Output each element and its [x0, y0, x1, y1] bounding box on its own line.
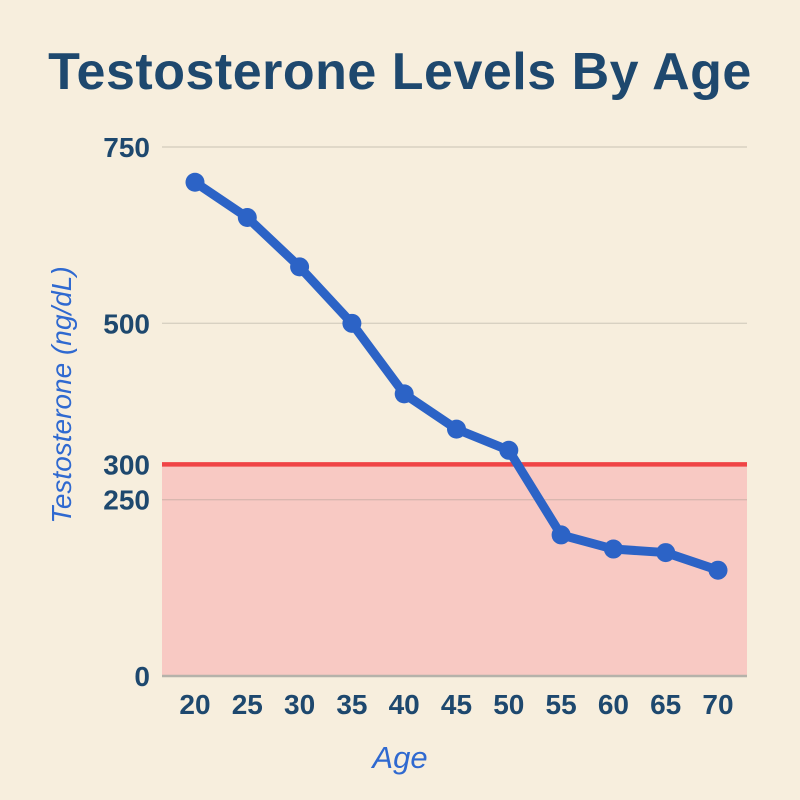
x-tick-label: 50 [493, 689, 524, 720]
data-point [603, 539, 623, 559]
x-tick-label: 30 [284, 689, 315, 720]
y-tick-label: 0 [134, 661, 150, 692]
x-tick-label: 65 [650, 689, 681, 720]
y-tick-label: 500 [103, 308, 150, 339]
threshold-region [162, 464, 747, 676]
x-tick-label: 35 [336, 689, 367, 720]
x-tick-label: 20 [179, 689, 210, 720]
x-tick-label: 25 [232, 689, 263, 720]
data-point [237, 208, 257, 228]
data-point [656, 543, 676, 563]
chart-title: Testosterone Levels By Age [48, 43, 752, 101]
data-point [551, 525, 571, 545]
x-tick-label: 40 [389, 689, 420, 720]
data-point [447, 419, 466, 439]
data-point [499, 440, 519, 460]
data-point [185, 172, 205, 192]
x-tick-label: 70 [702, 689, 733, 720]
data-point [342, 313, 362, 333]
data-point [290, 257, 310, 277]
y-tick-label: 300 [103, 449, 150, 480]
x-axis-title: Age [372, 740, 428, 775]
y-tick-label: 750 [103, 132, 150, 163]
x-tick-label: 45 [441, 689, 472, 720]
y-tick-label: 250 [103, 485, 150, 516]
data-point [708, 560, 728, 580]
x-tick-label: 55 [546, 689, 577, 720]
x-tick-label: 60 [598, 689, 629, 720]
data-point [394, 384, 414, 404]
